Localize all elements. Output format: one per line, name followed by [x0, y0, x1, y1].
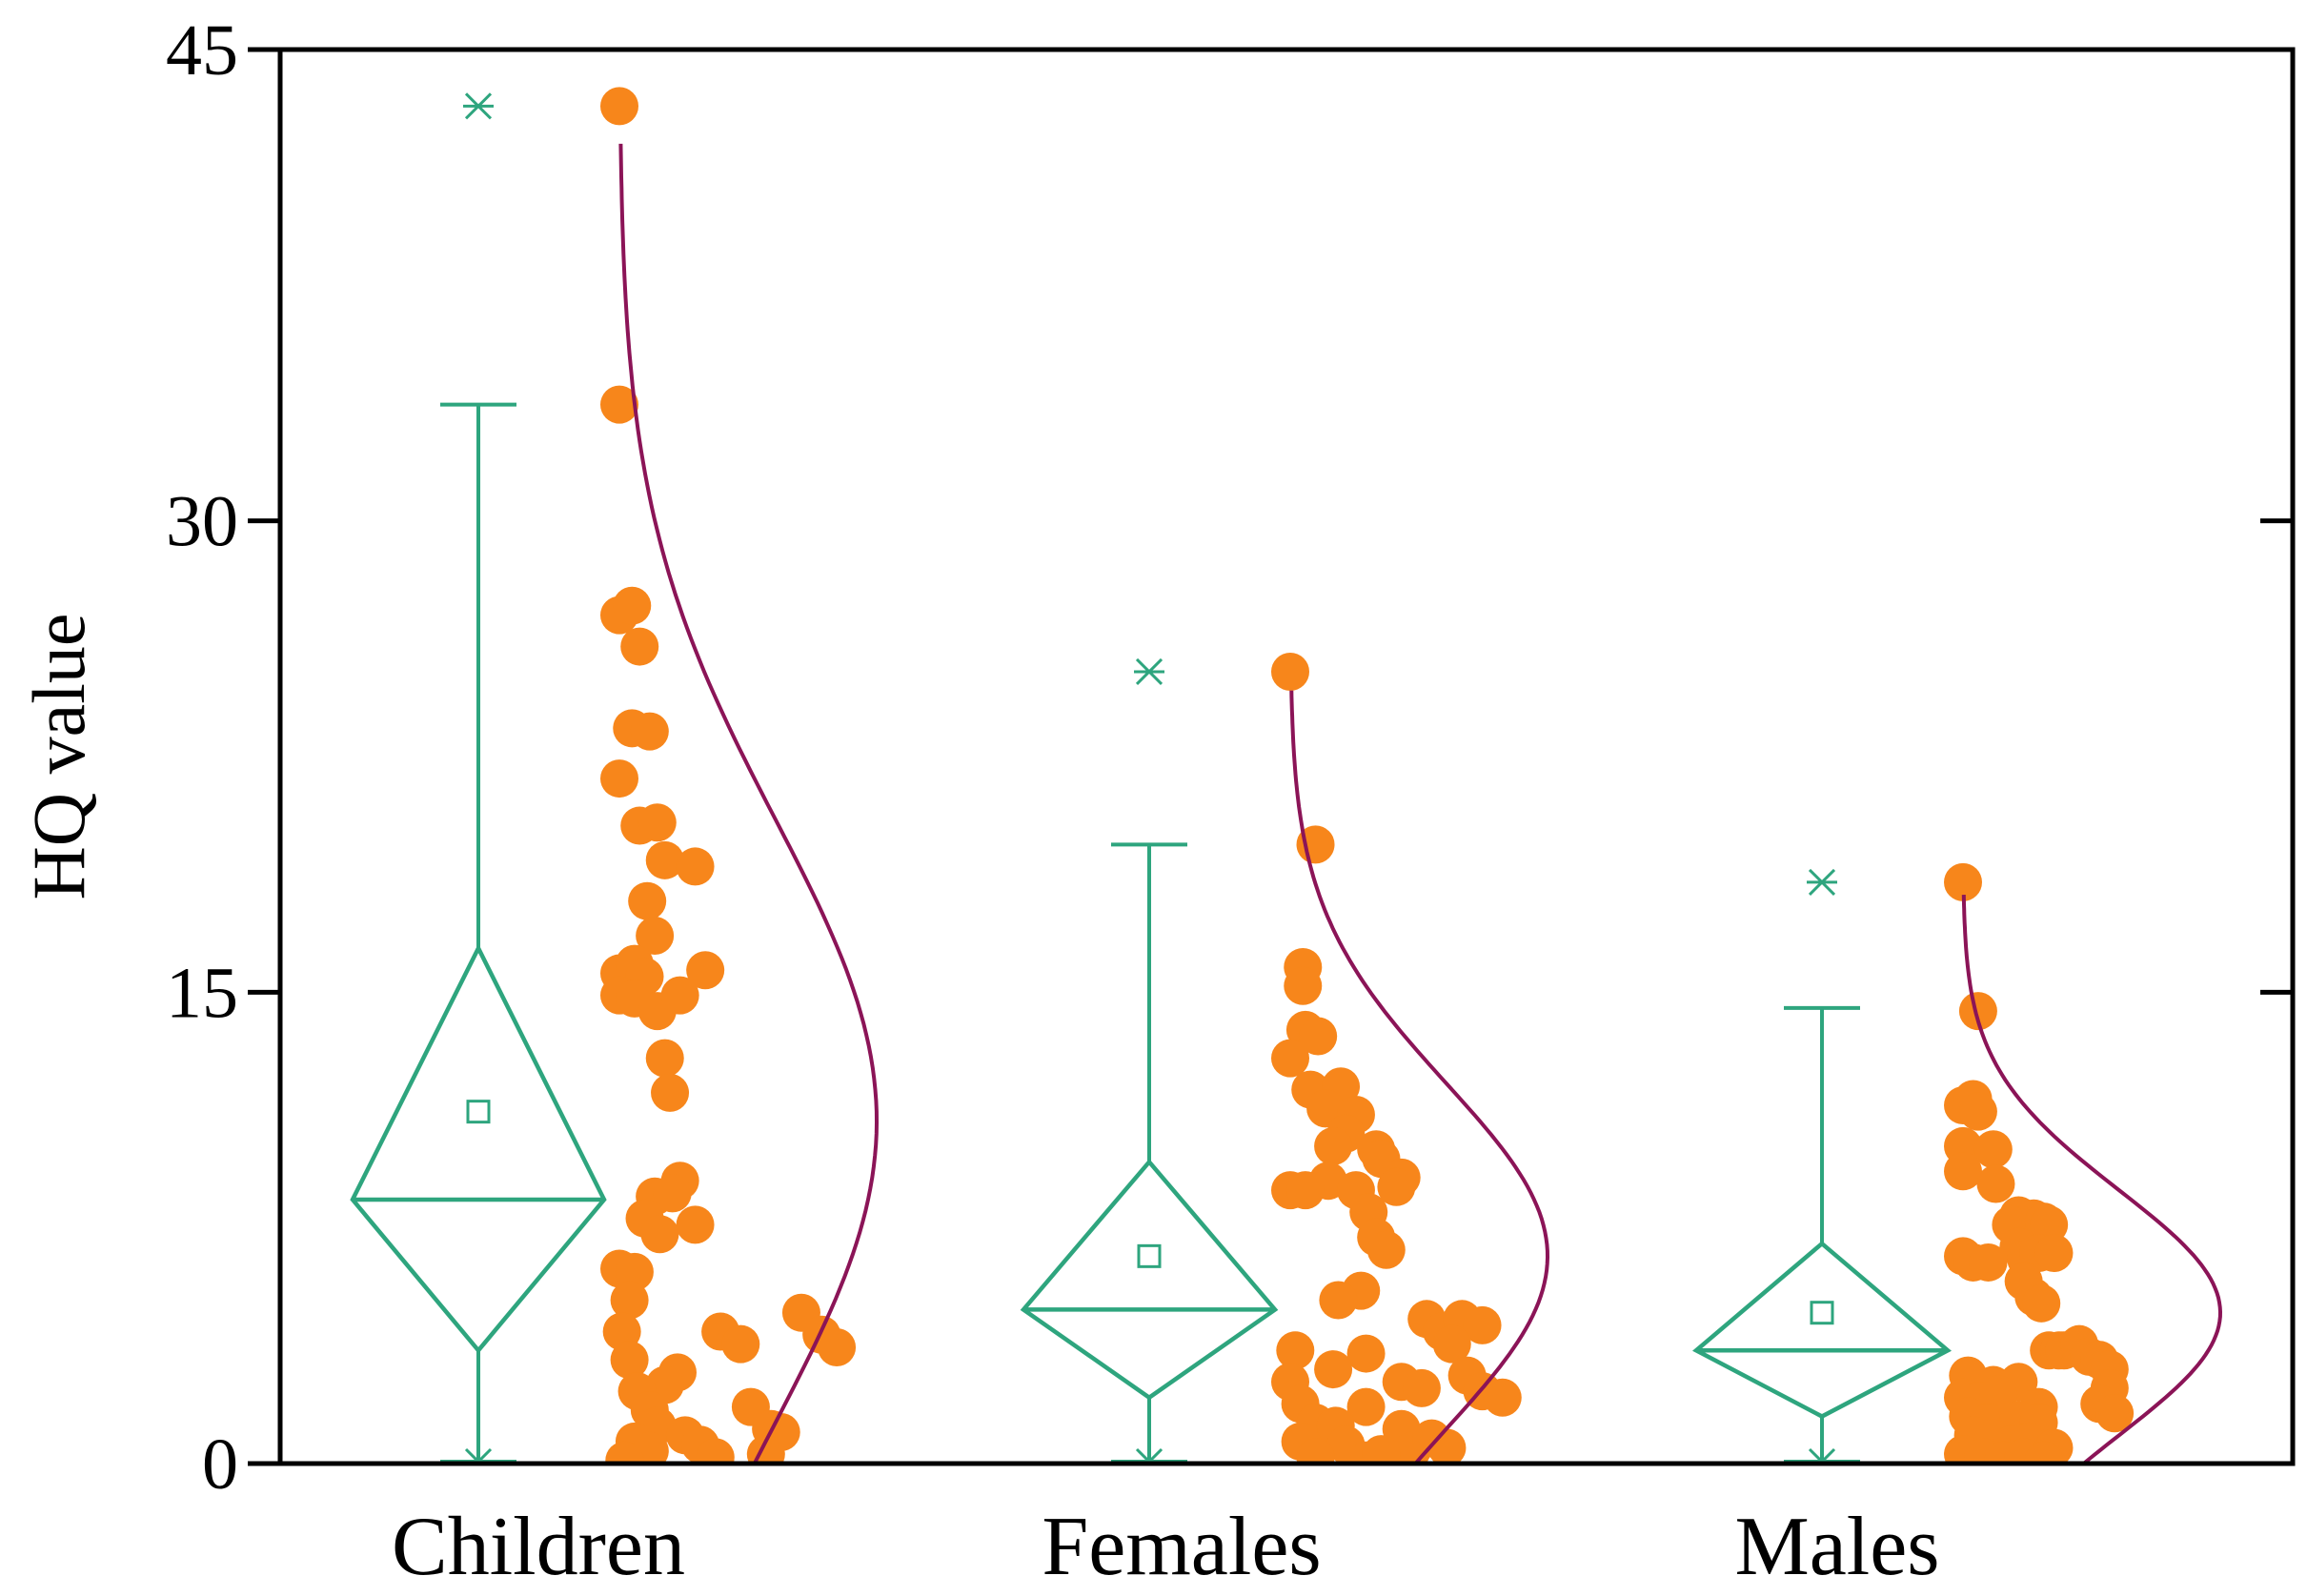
females-mean-marker — [1137, 1243, 1162, 1268]
males-data-point — [1958, 1092, 1997, 1131]
children-data-point — [660, 976, 699, 1015]
males-data-point — [2024, 1441, 2063, 1464]
females-data-point — [1314, 1350, 1353, 1389]
children-data-point — [605, 1441, 644, 1464]
females-data-point — [1346, 1334, 1386, 1373]
y-tick-label-45: 45 — [166, 10, 238, 91]
x-tick-label-children: Children — [392, 1501, 685, 1593]
plot-content — [350, 87, 2223, 1464]
males-points — [1944, 862, 2135, 1464]
x-tick-label-males: Males — [1734, 1501, 1939, 1593]
children-data-point — [610, 1341, 649, 1380]
males-data-point — [1969, 1242, 2008, 1282]
children-data-point — [645, 1039, 684, 1078]
x-tick-label-females: Females — [1042, 1501, 1321, 1593]
males-data-point — [1958, 992, 1997, 1031]
females-data-point — [1463, 1305, 1502, 1344]
females-data-point — [1299, 1017, 1338, 1056]
children-data-point — [615, 1252, 654, 1291]
y-axis-title: HQ value — [17, 613, 100, 899]
children-data-point — [676, 847, 715, 886]
children-data-point — [637, 803, 677, 842]
group-males — [1692, 862, 2223, 1464]
children-data-point — [721, 1324, 760, 1364]
children-data-point — [630, 712, 669, 751]
females-data-point — [1483, 1378, 1522, 1417]
children-data-point — [613, 586, 652, 625]
females-data-point — [1296, 1438, 1335, 1464]
children-data-point — [696, 1438, 735, 1464]
males-data-point — [1944, 862, 1982, 901]
children-data-point — [686, 951, 725, 990]
y-axis-ticks: 0 15 30 45 — [166, 10, 2293, 1505]
y-tick-label-15: 15 — [166, 953, 238, 1033]
plot-frame — [277, 47, 2296, 1466]
children-data-point — [651, 1073, 690, 1112]
females-points — [1271, 652, 1522, 1464]
females-data-point — [1402, 1368, 1441, 1407]
males-data-point — [1944, 1152, 1982, 1191]
children-mean-marker — [466, 1100, 491, 1124]
children-data-point — [640, 1215, 679, 1254]
females-data-point — [1284, 966, 1323, 1005]
males-mean-marker — [1810, 1301, 1834, 1325]
children-normal-curve — [618, 143, 880, 1464]
children-outlier-0 — [463, 92, 494, 120]
females-data-point — [1271, 1039, 1309, 1078]
children-data-point — [636, 916, 675, 955]
females-data-point — [1276, 1331, 1315, 1370]
children-data-point — [600, 87, 638, 126]
females-data-point — [1285, 1171, 1325, 1210]
children-data-point — [653, 1174, 692, 1213]
group-children — [350, 87, 880, 1464]
children-data-point — [610, 1281, 649, 1320]
y-tick-label-30: 30 — [166, 482, 238, 562]
children-data-point — [676, 1205, 715, 1244]
children-data-point — [600, 759, 638, 798]
males-normal-curve — [1961, 895, 2223, 1464]
females-box-diamond — [1020, 1158, 1279, 1401]
children-data-point — [628, 881, 667, 920]
females-data-point — [1271, 652, 1309, 691]
males-outlier-0 — [1807, 868, 1837, 896]
females-data-point — [1314, 1126, 1353, 1165]
y-tick-label-0: 0 — [202, 1424, 238, 1505]
children-data-point — [600, 385, 638, 424]
children-box-diamond — [350, 943, 607, 1354]
females-data-point — [1346, 1387, 1386, 1426]
males-data-point — [2034, 1234, 2074, 1273]
children-data-point — [645, 840, 684, 879]
females-outlier-0 — [1134, 657, 1164, 686]
females-data-point — [1377, 1167, 1416, 1206]
males-data-point — [1976, 1164, 2015, 1203]
males-data-point — [2022, 1283, 2061, 1323]
children-data-point — [620, 627, 659, 666]
females-data-point — [1432, 1324, 1471, 1364]
males-data-point — [1973, 1130, 2013, 1169]
females-data-point — [1319, 1281, 1358, 1320]
females-data-point — [1366, 1230, 1406, 1269]
males-data-point — [2095, 1394, 2135, 1433]
females-data-point — [1362, 1435, 1401, 1464]
males-box-diamond — [1692, 1241, 1952, 1420]
children-data-point — [818, 1327, 857, 1366]
group-females — [1020, 652, 1550, 1464]
females-normal-curve — [1289, 690, 1550, 1464]
